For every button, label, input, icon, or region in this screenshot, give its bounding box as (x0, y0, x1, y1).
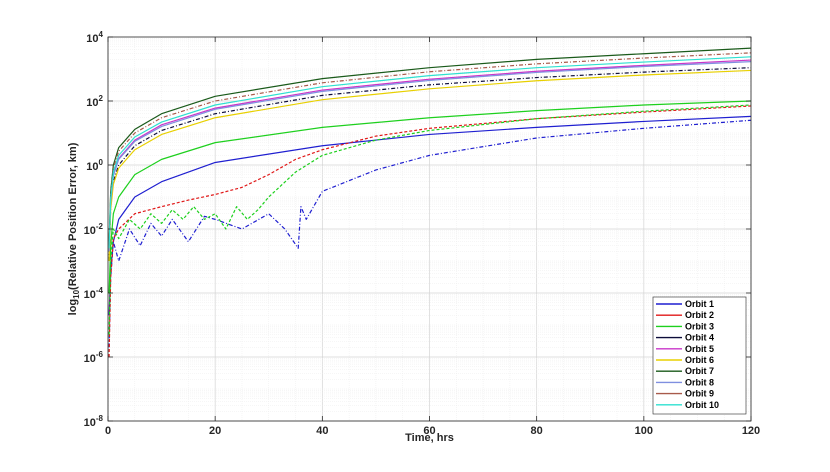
y-axis-label-rest: (Relative Position Error, km) (67, 142, 79, 290)
y-tick-label: 104 (86, 30, 103, 45)
x-tick-label: 20 (209, 425, 221, 437)
legend-label: Orbit 9 (685, 389, 714, 399)
x-tick-label: 120 (742, 425, 760, 437)
y-axis-label-sub: 10 (72, 289, 81, 298)
y-tick-label: 100 (86, 158, 103, 173)
y-tick-base: 10 (84, 225, 96, 237)
y-tick-label: 10-4 (84, 286, 104, 301)
series-line-4 (108, 100, 752, 294)
y-tick-exponent: 4 (99, 30, 104, 39)
legend-label: Orbit 4 (685, 333, 714, 343)
y-tick-base: 10 (84, 353, 96, 365)
series-line-8 (108, 69, 752, 262)
legend-label: Orbit 7 (685, 366, 714, 376)
y-tick-label: 10-6 (84, 350, 104, 365)
y-tick-label: 10-8 (84, 414, 104, 429)
legend-box (652, 296, 747, 415)
x-tick-label: 40 (316, 425, 328, 437)
legend-label: Orbit 5 (685, 344, 714, 354)
y-tick-label: 10-2 (84, 222, 104, 237)
y-axis-label: log10(Relative Position Error, km) (67, 142, 81, 315)
y-tick-exponent: -4 (96, 286, 104, 295)
legend-label: Orbit 10 (685, 400, 719, 410)
y-tick-label: 102 (86, 94, 103, 109)
series-group (108, 47, 752, 358)
x-tick-label: 60 (423, 425, 435, 437)
series-line-3 (108, 105, 752, 358)
series-line-2 (108, 119, 752, 348)
y-tick-base: 10 (86, 97, 98, 109)
series-line-12 (108, 56, 752, 249)
legend-label: Orbit 3 (685, 321, 714, 331)
y-tick-exponent: 0 (99, 158, 104, 167)
legend-label: Orbit 8 (685, 377, 714, 387)
y-tick-exponent: -8 (96, 414, 104, 423)
legend-label: Orbit 1 (685, 299, 714, 309)
x-tick-label: 100 (635, 425, 653, 437)
series-line-9 (108, 47, 752, 242)
y-tick-base: 10 (86, 33, 98, 45)
x-tick-label: 0 (105, 425, 111, 437)
legend-label: Orbit 6 (685, 355, 714, 365)
legend-label: Orbit 2 (685, 310, 714, 320)
y-axis-label-prefix: log (67, 299, 79, 316)
y-tick-exponent: -2 (96, 222, 104, 231)
y-tick-exponent: 2 (99, 94, 104, 103)
y-tick-base: 10 (84, 417, 96, 429)
y-tick-base: 10 (84, 289, 96, 301)
x-tick-label: 80 (531, 425, 543, 437)
y-tick-base: 10 (86, 161, 98, 173)
y-tick-exponent: -6 (96, 350, 104, 359)
x-axis-label: Time, hrs (405, 432, 454, 444)
